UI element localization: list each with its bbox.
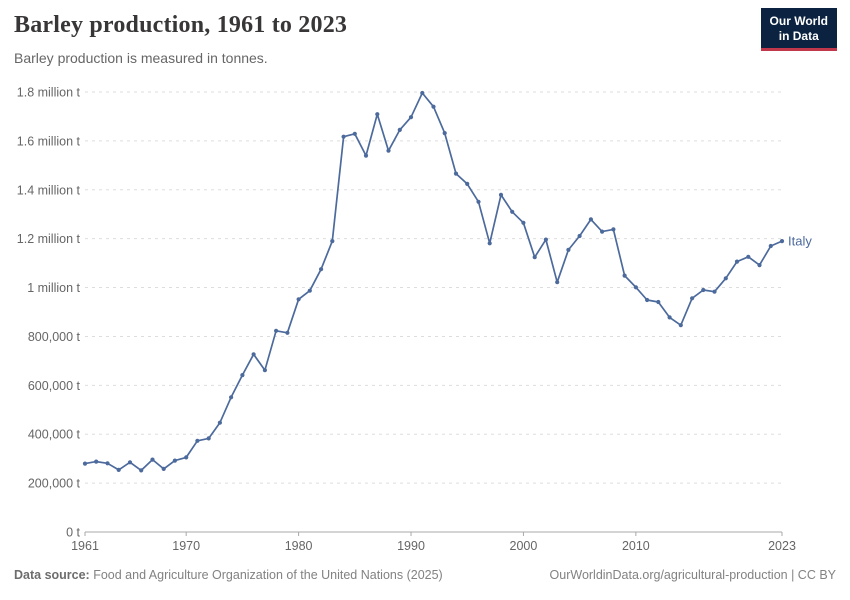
page-title: Barley production, 1961 to 2023 [14,12,348,38]
data-point[interactable] [285,330,290,335]
data-point[interactable] [723,276,728,281]
data-point[interactable] [779,239,785,244]
data-point[interactable] [274,328,279,333]
x-tick-label: 1970 [172,539,200,553]
x-tick-label: 1961 [71,539,99,553]
data-point[interactable] [184,455,189,460]
y-tick-label: 1.8 million t [17,86,81,100]
owid-logo-line2: in Data [778,29,819,43]
y-tick-label: 1 million t [27,281,80,295]
data-point[interactable] [746,254,751,259]
y-tick-label: 600,000 t [28,379,81,393]
data-point[interactable] [577,233,582,239]
data-point[interactable] [375,112,380,117]
data-point[interactable] [734,259,740,264]
data-point[interactable] [633,285,639,290]
data-point[interactable] [656,299,661,305]
x-tick-label: 2000 [510,539,538,553]
data-point[interactable] [319,267,324,272]
data-point[interactable] [161,466,166,471]
data-point[interactable] [431,104,436,109]
data-point[interactable] [498,192,504,197]
data-point[interactable] [465,181,470,186]
data-point[interactable] [94,459,99,464]
data-point[interactable] [667,315,672,320]
data-point[interactable] [229,395,234,400]
data-point[interactable] [82,461,88,466]
data-point[interactable] [701,287,706,293]
data-point[interactable] [116,467,121,472]
data-point[interactable] [521,220,526,225]
y-tick-label: 1.2 million t [17,232,81,246]
data-point[interactable] [690,296,695,301]
data-point[interactable] [195,438,200,443]
data-point[interactable] [341,134,346,139]
data-point[interactable] [307,288,312,293]
attribution-link[interactable]: OurWorldinData.org/agricultural-producti… [549,568,836,582]
data-point[interactable] [476,199,481,204]
y-tick-label: 1.4 million t [17,183,81,197]
data-point[interactable] [566,247,571,252]
y-tick-label: 1.6 million t [17,134,81,148]
chart-footer: Data source: Food and Agriculture Organi… [14,568,836,582]
x-tick-label: 1980 [285,539,313,553]
data-point[interactable] [600,229,605,234]
data-point[interactable] [420,90,425,96]
data-point[interactable] [678,323,683,328]
owid-logo[interactable]: Our World in Data [760,8,837,51]
data-point[interactable] [408,115,414,120]
data-point[interactable] [453,171,459,176]
data-point[interactable] [442,131,447,136]
data-point[interactable] [206,436,211,441]
y-tick-label: 800,000 t [28,330,81,344]
data-point[interactable] [127,460,133,465]
data-line[interactable] [84,92,783,472]
data-source-text: Food and Agriculture Organization of the… [89,568,443,582]
data-point[interactable] [543,237,549,242]
data-point[interactable] [487,241,492,246]
data-point[interactable] [532,255,537,260]
data-point[interactable] [397,127,402,132]
data-source: Data source: Food and Agriculture Organi… [14,568,443,582]
data-point[interactable] [363,153,369,158]
data-point[interactable] [172,458,177,463]
x-tick-label: 1990 [397,539,425,553]
data-point[interactable] [105,461,110,466]
data-point[interactable] [139,468,144,473]
data-point[interactable] [262,368,267,373]
data-point[interactable] [296,297,301,302]
data-point[interactable] [622,273,627,278]
data-point[interactable] [251,352,256,357]
y-tick-label: 0 t [66,526,80,540]
data-source-label: Data source: [14,568,90,582]
data-point[interactable] [768,243,773,249]
x-tick-label: 2010 [622,539,650,553]
series-label: Italy [788,234,812,249]
data-point[interactable] [510,209,515,214]
x-tick-label: 2023 [768,539,796,553]
owid-logo-line1: Our World [769,14,828,28]
y-tick-label: 200,000 t [28,477,81,491]
data-point[interactable] [217,420,222,425]
y-tick-label: 400,000 t [28,428,81,442]
data-point[interactable] [240,373,245,378]
data-point[interactable] [712,289,717,294]
data-point[interactable] [386,148,391,153]
data-point[interactable] [330,239,335,244]
data-point[interactable] [588,217,594,222]
data-point[interactable] [555,280,560,285]
data-point[interactable] [352,131,357,136]
data-point[interactable] [150,457,155,462]
data-point[interactable] [611,227,616,232]
page-subtitle: Barley production is measured in tonnes. [14,50,268,66]
data-point[interactable] [757,263,762,268]
data-point[interactable] [645,297,650,303]
